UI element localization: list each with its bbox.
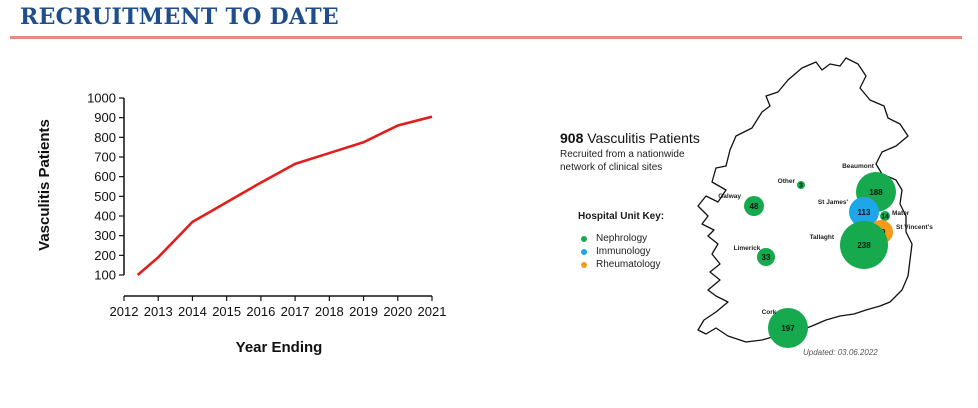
x-tick-label: 2016 [246,304,275,319]
summary-subtitle: Recruited from a nationwide network of c… [560,149,685,173]
nephrology-dot-icon [581,235,587,242]
x-tick-label: 2015 [212,304,241,319]
site-value-beaumont: 188 [869,188,883,197]
key-label-nephrology: Nephrology [596,233,648,244]
site-label-other: Other [778,178,796,185]
y-tick-label: 600 [94,169,116,184]
key-item-nephrology: Nephrology [578,232,664,245]
key-item-rheumatology: Rheumatology [578,258,664,271]
site-label-tallaght: Tallaght [810,234,835,241]
site-value-cork: 197 [781,324,795,333]
y-tick-label: 800 [94,130,116,145]
site-value-st-james: 113 [858,208,871,217]
y-axis-title: Vasculitis Patients [36,119,53,251]
immunology-dot-icon [581,248,587,255]
key-label-immunology: Immunology [596,246,651,257]
y-tick-label: 400 [94,209,116,224]
rheumatology-dot-icon [581,261,587,268]
site-label-beaumont: Beaumont [842,163,875,170]
site-value-tallaght: 238 [857,241,871,250]
patient-count: 908 [560,130,584,146]
site-bubble-cork [768,308,808,348]
site-bubble-other [797,181,805,189]
ireland-outline [697,57,913,343]
patient-count-label: Vasculitis Patients [587,130,700,146]
hospital-unit-key: Hospital Unit Key: Nephrology Immunology… [578,211,664,271]
site-bubble-mater [880,211,890,221]
site-value-other: 3 [799,183,803,190]
site-value-mater: 14 [881,214,889,221]
y-tick-label: 200 [94,248,116,263]
site-value-galway: 48 [750,202,759,211]
site-label-limerick: Limerick [734,245,761,252]
x-axis-title: Year Ending [236,339,323,356]
y-tick-label: 500 [94,189,116,204]
x-tick-label: 2020 [383,304,412,319]
series-line [136,115,433,276]
site-value-limerick: 33 [762,253,771,262]
summary-headline: 908 Vasculitis Patients [560,130,700,146]
site-label-galway: Galway [718,193,741,200]
page-title: RECRUITMENT TO DATE [20,4,339,30]
y-tick-label: 700 [94,150,116,165]
site-label-cork: Cork [762,309,777,316]
recruitment-summary: 908 Vasculitis Patients Recruited from a… [560,130,700,174]
site-bubble-tallaght [840,221,888,269]
title-divider [10,36,962,39]
key-item-immunology: Immunology [578,245,664,258]
site-label-mater: Mater [892,210,910,217]
x-tick-label: 2013 [144,304,173,319]
key-label-rheumatology: Rheumatology [596,259,661,270]
site-label-st-vincent-s: St Vincent's [896,224,933,231]
x-tick-label: 2017 [281,304,310,319]
y-tick-label: 1000 [87,91,116,106]
x-tick-label: 2021 [418,304,447,319]
site-bubble-st-james [849,197,879,227]
x-tick-label: 2014 [178,304,207,319]
x-tick-label: 2019 [349,304,378,319]
recruitment-line-chart: 100 200 300 400 500 600 700 800 900 1000 2012 2013 2… [36,91,447,357]
y-tick-label: 100 [94,268,116,283]
x-tick-label: 2018 [315,304,344,319]
y-tick-label: 900 [94,110,116,125]
key-title: Hospital Unit Key: [578,211,665,222]
y-tick-label: 300 [94,228,116,243]
site-label-st-james: St James' [818,199,849,206]
site-bubble-galway [744,196,764,216]
site-bubble-limerick [757,248,775,266]
updated-date: Updated: 03.06.2022 [803,348,878,357]
x-tick-label: 2012 [110,304,139,319]
